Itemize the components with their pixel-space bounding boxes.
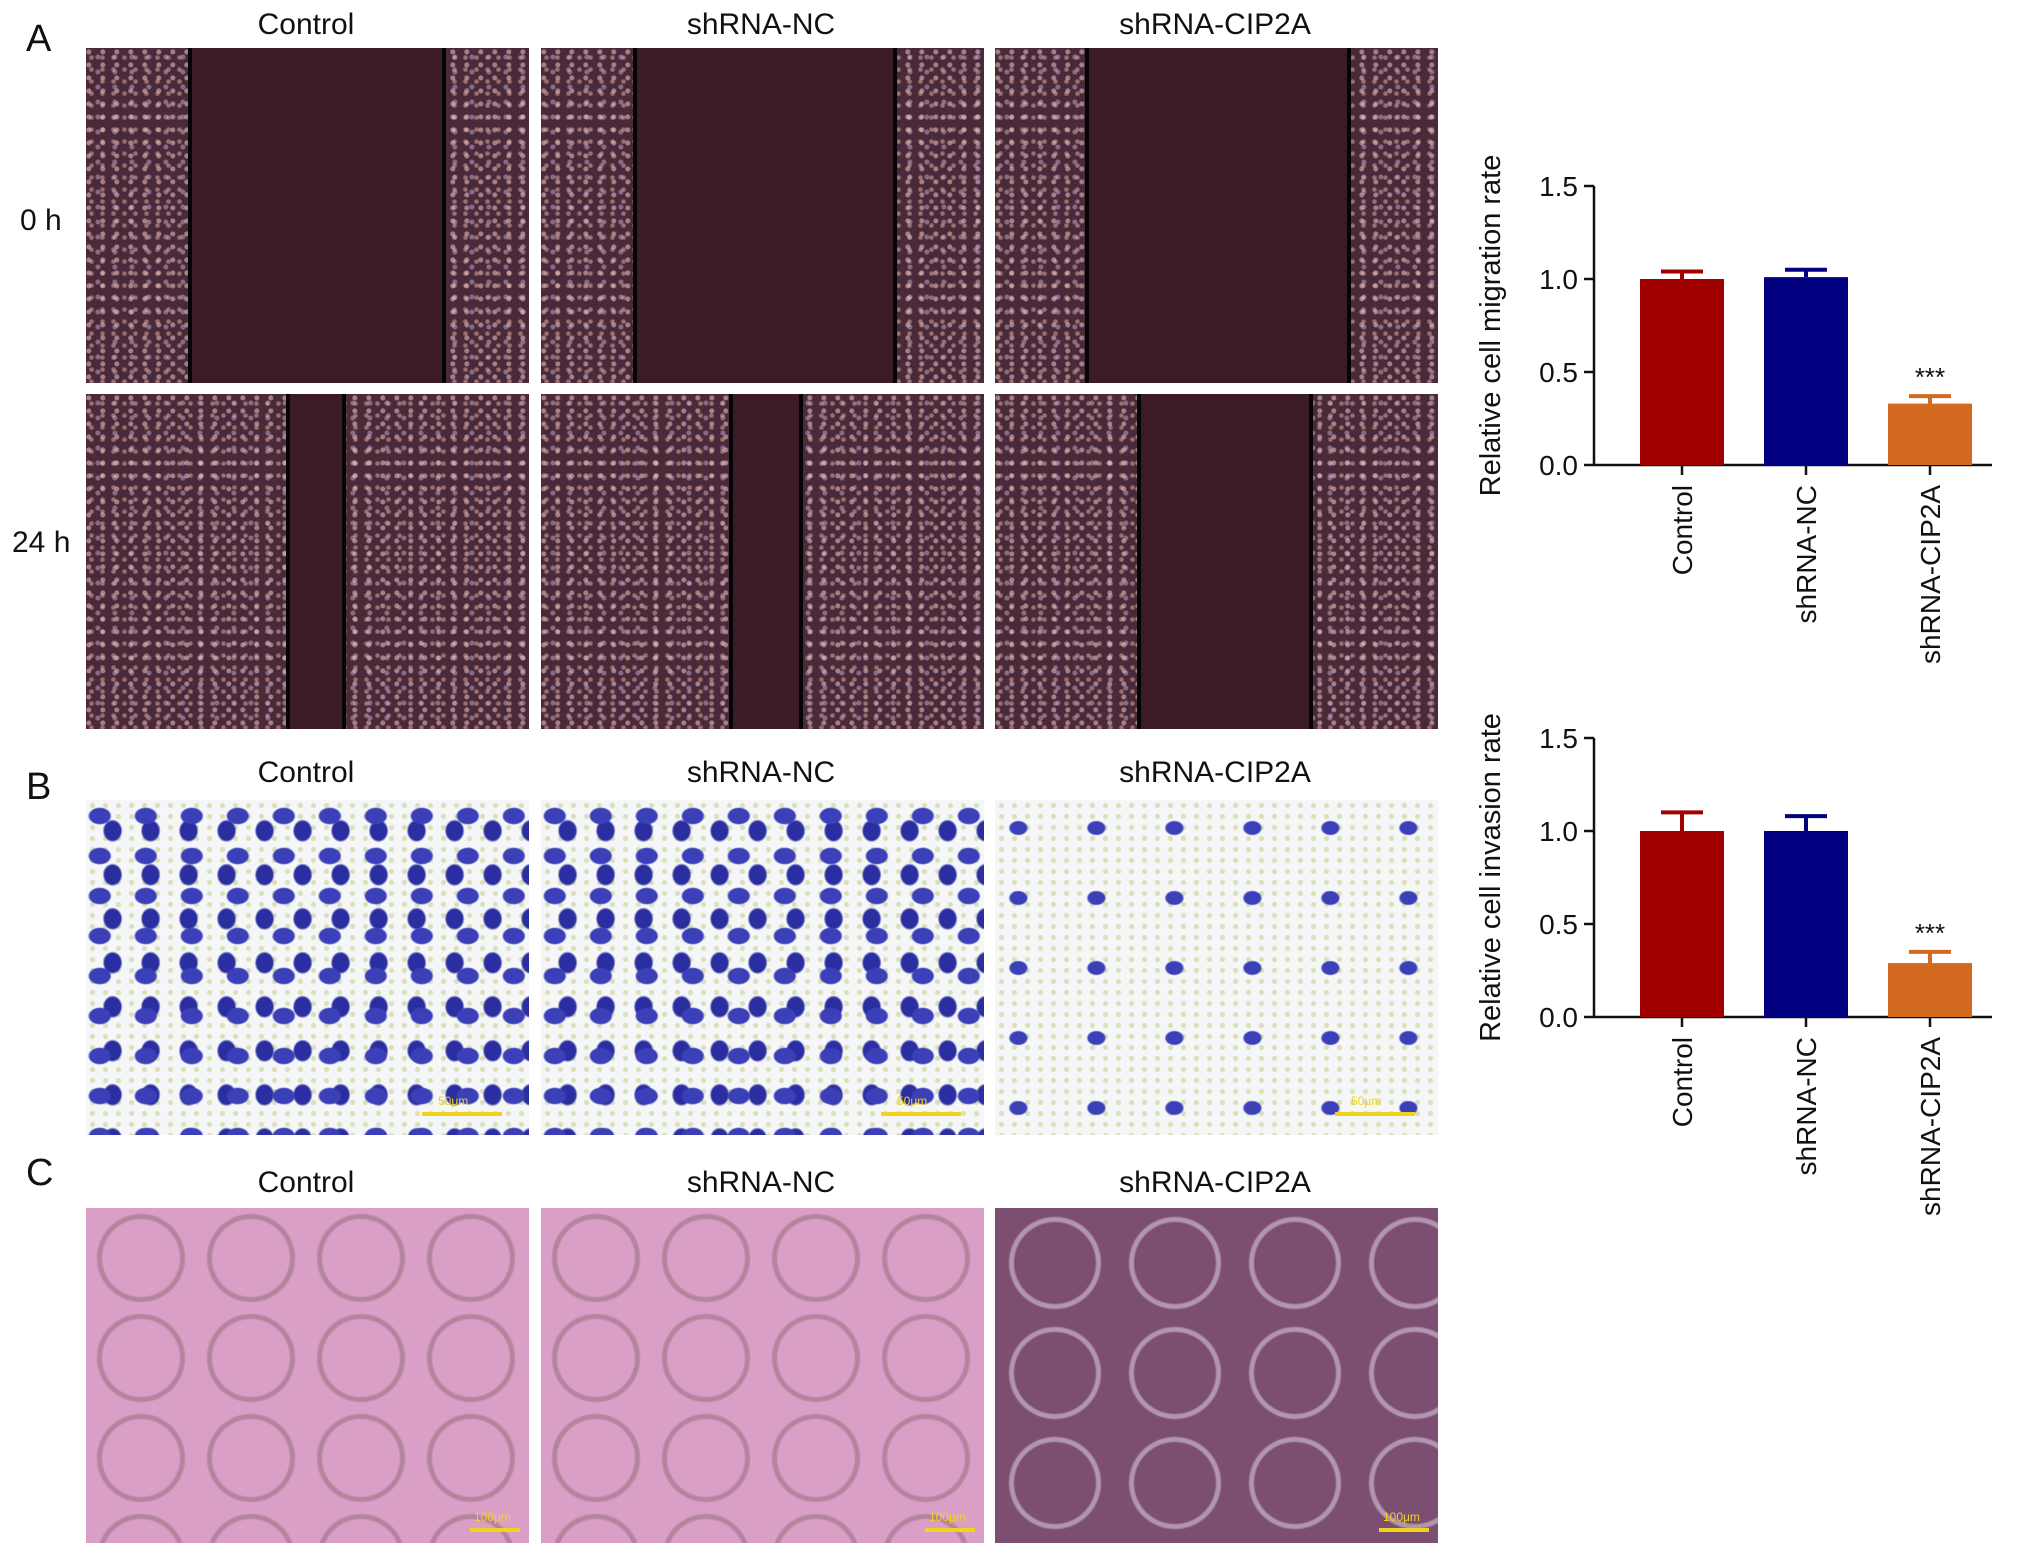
invasion-y-tick-label: 1.5 [1539,723,1578,754]
migration-y-tick-label: 1.0 [1539,264,1578,295]
invasion-y-tick-label: 0.0 [1539,1002,1578,1033]
migration-bar-control [1640,279,1724,465]
migration-y-tick-label: 1.5 [1539,171,1578,202]
invasion-category-label: shRNA-CIP2A [1915,1037,1946,1216]
tube-image-control: 100μm [86,1208,529,1543]
panel-c-col-control: Control [257,1166,355,1199]
panel-a-col-shrna-cip2a: shRNA-CIP2A [1119,8,1311,41]
migration-y-tick-label: 0.0 [1539,450,1578,481]
wound-image-shrna-nc-0h [541,48,984,383]
invasion-category-label: Control [1667,1037,1698,1127]
migration-bar-shrna-nc [1764,277,1848,465]
panel-letter-c: C [26,1152,54,1194]
invasion-image-control: 50μm [86,800,529,1135]
wound-image-shrna-cip2a-0h [995,48,1438,383]
invasion-image-shrna-cip2a: 50μm [995,800,1438,1135]
scale-label: 100μm [474,1510,511,1524]
invasion-y-axis-label: Relative cell invasion rate [1475,713,1507,1042]
wound-image-shrna-cip2a-24h [995,394,1438,729]
tube-image-shrna-cip2a: 100μm [995,1208,1438,1543]
scale-bar [1379,1528,1429,1532]
migration-category-label: shRNA-NC [1791,485,1822,623]
invasion-bar-shrna-cip2a [1888,963,1972,1017]
migration-category-label: shRNA-CIP2A [1915,485,1946,664]
migration-y-axis-label: Relative cell migration rate [1475,155,1507,497]
panel-b-col-control: Control [257,756,355,789]
scale-bar [925,1528,975,1532]
migration-y-tick-label: 0.5 [1539,357,1578,388]
panel-a-col-control: Control [257,8,355,41]
migration-category-label: Control [1667,485,1698,575]
scale-bar [470,1528,520,1532]
panel-a-row-24h: 24 h [12,526,71,559]
panel-b-col-shrna-cip2a: shRNA-CIP2A [1119,756,1311,789]
scale-label: 100μm [929,1510,966,1524]
wound-image-control-0h [86,48,529,383]
scale-bar [881,1112,961,1116]
invasion-bar-control [1640,831,1724,1017]
invasion-y-tick-label: 0.5 [1539,909,1578,940]
panel-a-row-0h: 0 h [20,204,62,237]
panel-letter-b: B [26,766,52,808]
scale-label: 50μm [438,1094,469,1108]
panel-c-col-shrna-nc: shRNA-NC [686,1166,836,1199]
migration-bar-shrna-cip2a [1888,403,1972,465]
invasion-bar-shrna-nc [1764,831,1848,1017]
tube-image-shrna-nc: 100μm [541,1208,984,1543]
wound-image-shrna-nc-24h [541,394,984,729]
panel-c-col-shrna-cip2a: shRNA-CIP2A [1119,1166,1311,1199]
invasion-significance: *** [1915,918,1945,948]
scale-bar [1335,1112,1415,1116]
migration-bar-chart: 0.0 0.5 1.0 1.5 Relative cell migration rate… [1475,155,1992,664]
invasion-y-tick-label: 1.0 [1539,816,1578,847]
migration-significance: *** [1915,362,1945,392]
scale-label: 50μm [1351,1094,1382,1108]
scale-label: 100μm [1383,1510,1420,1524]
panel-a-col-shrna-nc: shRNA-NC [686,8,836,41]
invasion-image-shrna-nc: 50μm [541,800,984,1135]
invasion-category-label: shRNA-NC [1791,1037,1822,1175]
invasion-bar-chart: 0.0 0.5 1.0 1.5 Relative cell invasion rate C… [1475,713,1992,1216]
scale-bar [422,1112,502,1116]
panel-letter-a: A [26,18,52,60]
panel-b-col-shrna-nc: shRNA-NC [686,756,836,789]
scale-label: 50μm [897,1094,928,1108]
wound-image-control-24h [86,394,529,729]
